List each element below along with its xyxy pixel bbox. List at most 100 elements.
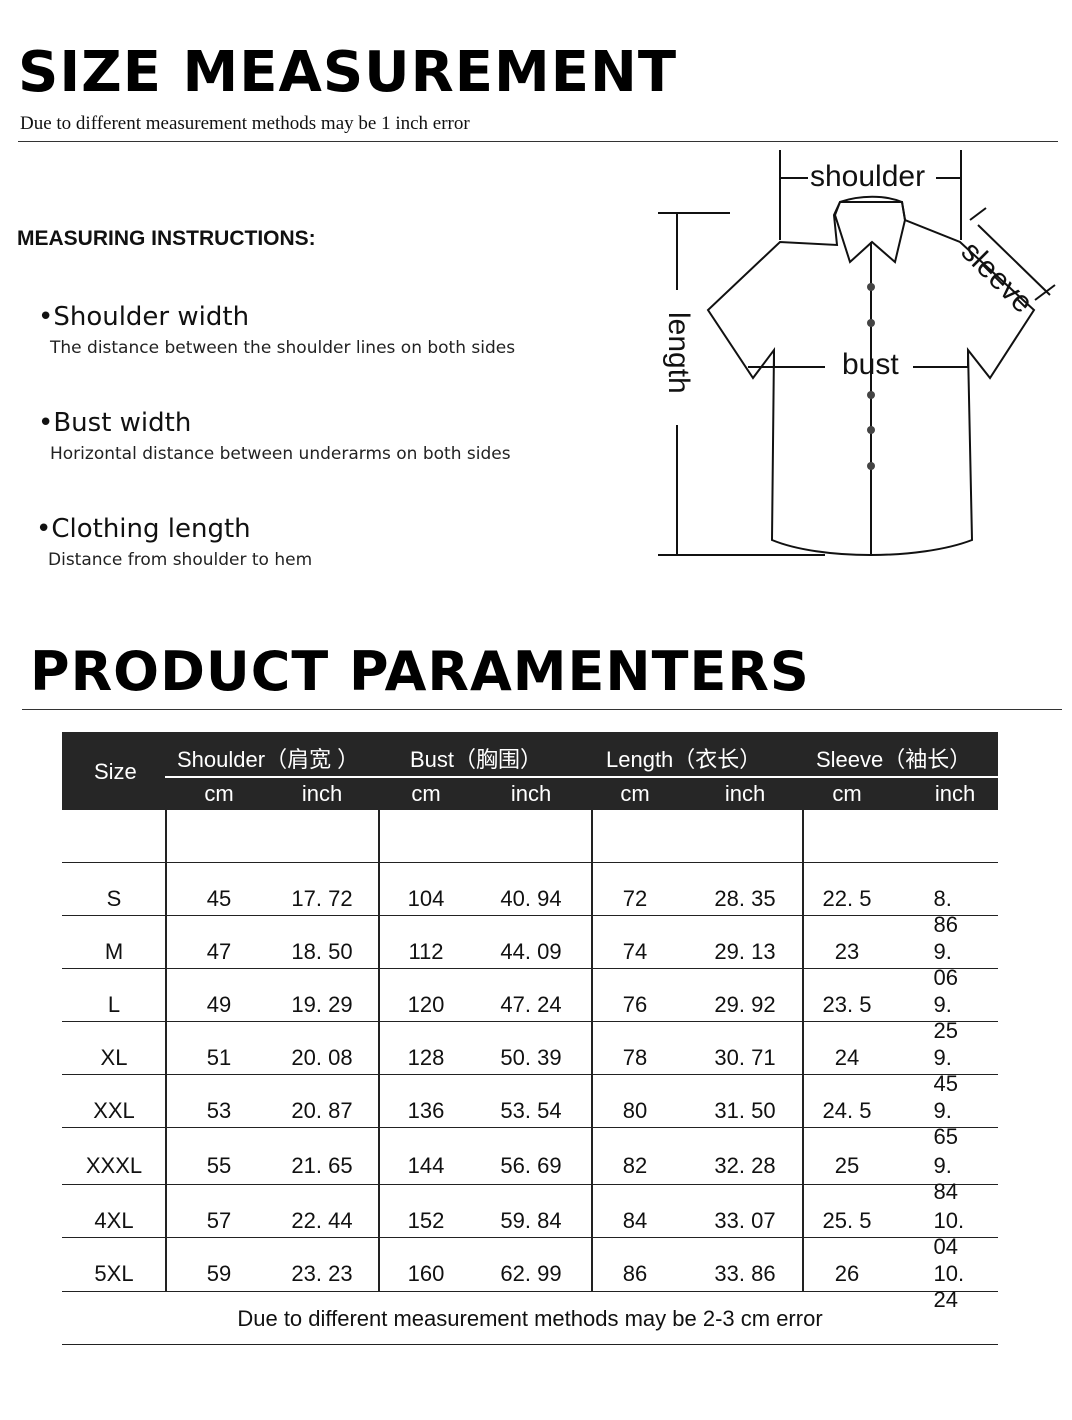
value-cell: 47 (206, 938, 232, 964)
value-cell: 9. 65 (933, 1097, 958, 1149)
value-cell: 152 (407, 1207, 445, 1233)
value-cell: 40. 94 (500, 885, 562, 911)
value-cell: 59. 84 (500, 1207, 562, 1233)
table-row: XL 51 20. 08 128 50. 39 78 30. 71 24 9. 45 (62, 1022, 998, 1096)
size-cell: S (106, 885, 122, 911)
size-cell: 4XL (94, 1207, 134, 1233)
value-cell: 24 (834, 1044, 860, 1070)
value-cell: 44. 09 (500, 938, 562, 964)
value-cell: 9. 25 (933, 991, 958, 1043)
size-cell: XXL (93, 1097, 135, 1123)
value-cell: 57 (206, 1207, 232, 1233)
value-cell: 8. 86 (933, 885, 958, 937)
size-cell: M (104, 938, 124, 964)
value-cell: 20. 87 (291, 1097, 353, 1123)
value-cell: 10. 24 (933, 1261, 965, 1312)
instructions-title: MEASURING INSTRUCTIONS: (17, 227, 316, 250)
value-cell: 59 (206, 1261, 232, 1286)
value-cell: 24. 5 (822, 1097, 872, 1123)
value-cell: 30. 71 (714, 1044, 776, 1070)
value-cell: 32. 28 (714, 1152, 776, 1178)
size-cell: XXXL (85, 1152, 143, 1178)
subtitle: Due to different measurement methods may… (20, 113, 470, 134)
unit-header: inch (510, 781, 552, 806)
table-row: M 47 18. 50 112 44. 09 74 29. 13 23 9. 06 (62, 916, 998, 990)
value-cell: 104 (407, 885, 445, 911)
value-cell: 112 (408, 938, 444, 964)
instruction-desc: Horizontal distance between underarms on… (50, 444, 511, 464)
value-cell: 25. 5 (822, 1207, 872, 1233)
value-cell: 10. 04 (933, 1207, 965, 1259)
value-cell: 23. 5 (822, 991, 872, 1017)
value-cell: 31. 50 (714, 1097, 776, 1123)
length-label: length (662, 312, 695, 394)
shoulder-label: shoulder (810, 160, 926, 193)
unit-header: cm (411, 781, 441, 806)
column-group-header: Shoulder（肩宽 ） (177, 747, 360, 772)
value-cell: 26 (834, 1261, 860, 1286)
column-group-header: Length（衣长） (606, 747, 762, 772)
instruction-desc: The distance between the shoulder lines … (50, 338, 516, 358)
divider (22, 709, 1062, 710)
shirt-diagram (658, 150, 1056, 556)
table-header: Size Shoulder（肩宽 ） Bust（胸围） Length（衣长） Slee… (62, 732, 998, 810)
value-cell: 53. 54 (500, 1097, 562, 1123)
size-cell: L (107, 991, 121, 1017)
table-footer-row: Due to different measurement methods may… (62, 1292, 998, 1345)
value-cell: 74 (622, 938, 648, 964)
value-cell: 53 (206, 1097, 232, 1123)
unit-header: inch (301, 781, 343, 806)
value-cell: 9. 06 (933, 938, 958, 990)
value-cell: 22. 5 (822, 885, 872, 911)
value-cell: 62. 99 (500, 1261, 562, 1286)
unit-header: cm (832, 781, 862, 806)
value-cell: 9. 84 (933, 1152, 958, 1204)
unit-header: inch (724, 781, 766, 806)
table-row: XXXL 55 21. 65 144 56. 69 82 32. 28 25 9. 84 (62, 1128, 998, 1204)
value-cell: 25 (834, 1152, 860, 1178)
params-title: PRODUCT PARAMENTERS (30, 640, 810, 703)
value-cell: 23 (834, 938, 860, 964)
value-cell: 29. 13 (714, 938, 776, 964)
value-cell: 45 (206, 885, 232, 911)
value-cell: 55 (206, 1152, 232, 1178)
column-group-header: Bust（胸围） (410, 747, 543, 772)
size-header: Size (94, 759, 137, 784)
value-cell: 23. 23 (291, 1261, 353, 1286)
value-cell: 20. 08 (291, 1044, 353, 1070)
divider (18, 141, 1058, 142)
unit-header: cm (620, 781, 650, 806)
unit-header: cm (204, 781, 234, 806)
value-cell: 33. 07 (714, 1207, 776, 1233)
value-cell: 29. 92 (714, 991, 776, 1017)
table-row: 5XL 59 23. 23 160 62. 99 86 33. 86 26 10. 24 (62, 1238, 998, 1312)
value-cell: 84 (622, 1207, 648, 1233)
value-cell: 120 (407, 991, 445, 1017)
value-cell: 86 (622, 1261, 648, 1286)
unit-header: inch (934, 781, 976, 806)
size-cell: XL (100, 1044, 128, 1070)
table-row: 4XL 57 22. 44 152 59. 84 84 33. 07 25. 5 10. 04 (62, 1185, 998, 1259)
value-cell: 19. 29 (291, 991, 353, 1017)
value-cell: 49 (206, 991, 232, 1017)
value-cell: 17. 72 (291, 885, 353, 911)
value-cell: 82 (622, 1152, 648, 1178)
value-cell: 76 (622, 991, 648, 1017)
value-cell: 136 (407, 1097, 445, 1123)
table-row: XXL 53 20. 87 136 53. 54 80 31. 50 24. 5 9. 65 (62, 1075, 998, 1149)
value-cell: 144 (407, 1152, 445, 1178)
value-cell: 51 (206, 1044, 232, 1070)
size-cell: 5XL (94, 1261, 134, 1286)
blank-row (62, 810, 998, 863)
instruction-desc: Distance from shoulder to hem (48, 550, 313, 570)
instruction-title: •Bust width (38, 408, 192, 438)
value-cell: 21. 65 (291, 1152, 353, 1178)
value-cell: 47. 24 (500, 991, 562, 1017)
value-cell: 9. 45 (933, 1044, 958, 1096)
value-cell: 33. 86 (714, 1261, 776, 1286)
table-row: L 49 19. 29 120 47. 24 76 29. 92 23. 5 9. 25 (62, 969, 998, 1043)
bust-label: bust (842, 348, 899, 381)
value-cell: 18. 50 (291, 938, 353, 964)
value-cell: 78 (622, 1044, 648, 1070)
table-footer-note: Due to different measurement methods may… (237, 1306, 823, 1331)
